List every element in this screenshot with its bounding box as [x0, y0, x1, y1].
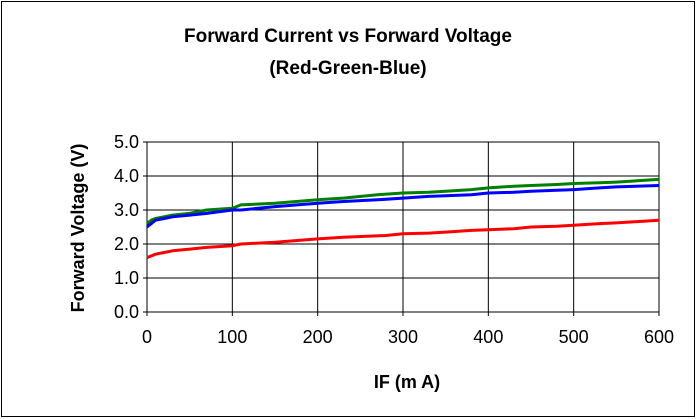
series-line-1 — [146, 218, 660, 259]
gridlines — [147, 141, 660, 312]
chart-subtitle: (Red-Green-Blue) — [269, 58, 427, 79]
chart-title: Forward Current vs Forward Voltage — [184, 26, 512, 47]
y-tick-label: 5.0 — [114, 132, 139, 152]
y-tick-label: 1.0 — [114, 268, 139, 288]
tick-labels: 0.0 1.0 2.0 3.0 4.0 5.0 0 100 200 300 400 500 600 — [114, 132, 674, 347]
series-line-2 — [146, 177, 660, 225]
x-tick-label: 0 — [142, 327, 152, 347]
y-tick-label: 4.0 — [114, 166, 139, 186]
series-line-3 — [146, 184, 660, 229]
y-tick-label: 2.0 — [114, 234, 139, 254]
x-tick-label: 400 — [473, 327, 503, 347]
x-tick-label: 200 — [303, 327, 333, 347]
series-lines — [146, 177, 660, 259]
axes — [143, 141, 660, 316]
x-tick-label: 100 — [217, 327, 247, 347]
y-tick-label: 3.0 — [114, 200, 139, 220]
x-tick-label: 300 — [388, 327, 418, 347]
y-tick-label: 0.0 — [114, 302, 139, 322]
x-axis-label: IF (m A) — [374, 372, 440, 392]
x-tick-label: 500 — [559, 327, 589, 347]
y-axis-label: Forward Voltage (V) — [68, 144, 88, 313]
x-tick-label: 600 — [644, 327, 674, 347]
